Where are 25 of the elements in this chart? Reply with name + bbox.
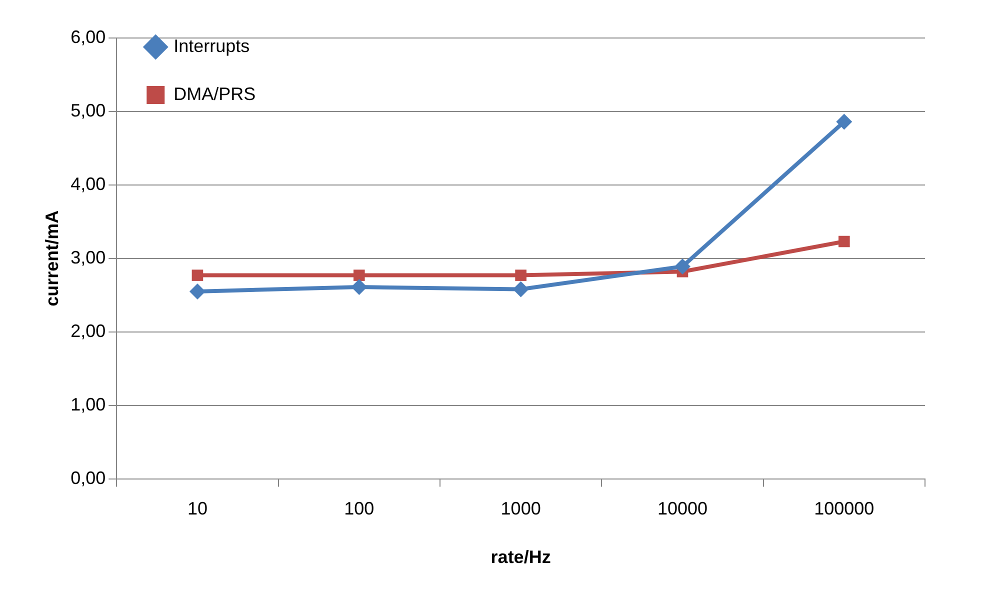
y-tick-label: 4,00 <box>70 174 106 194</box>
point <box>353 270 365 281</box>
x-axis-title: rate/Hz <box>490 547 551 568</box>
y-tick-label: 1,00 <box>70 394 106 414</box>
x-tick-label: 10000 <box>657 498 708 519</box>
point <box>192 270 204 281</box>
legend-label: DMA/PRS <box>174 84 256 104</box>
y-tick-label: 0,00 <box>70 468 106 488</box>
point <box>512 281 529 298</box>
legend-label: Interrupts <box>174 36 250 56</box>
y-tick-label: 6,00 <box>70 26 106 47</box>
x-tick-label: 100 <box>344 498 374 519</box>
x-tick-label: 100000 <box>814 498 874 519</box>
point <box>838 236 850 248</box>
point <box>674 258 690 274</box>
x-tick-label: 1000 <box>500 498 541 519</box>
x-tick-label: 10 <box>187 498 208 519</box>
y-axis-title: current/mA <box>42 210 62 306</box>
y-tick-label: 2,00 <box>70 320 106 341</box>
point <box>515 270 526 281</box>
y-tick-label: 5,00 <box>70 100 106 120</box>
point <box>189 283 206 300</box>
point <box>351 279 368 296</box>
y-tick-label: 3,00 <box>70 247 106 268</box>
point <box>836 114 852 130</box>
